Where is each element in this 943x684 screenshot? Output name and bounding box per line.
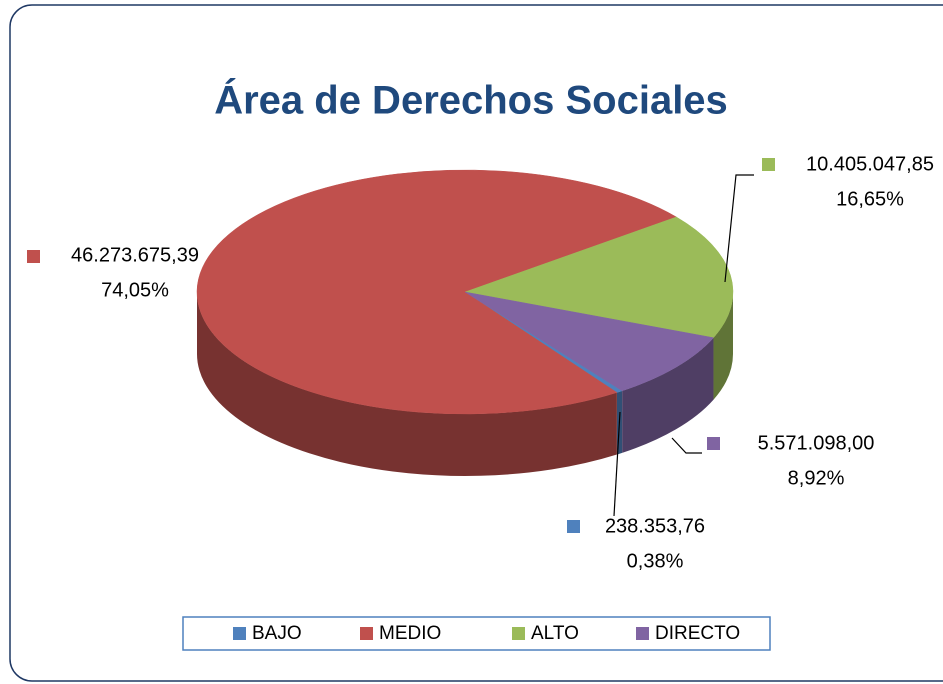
- chart-title: Área de Derechos Sociales: [214, 78, 728, 123]
- data-label: 5.571.098,00: [758, 432, 875, 454]
- data-label: 10.405.047,85: [806, 153, 934, 175]
- legend-box: [182, 616, 771, 651]
- data-label: 46.273.675,39: [71, 244, 199, 266]
- leader-line: [724, 174, 754, 283]
- pie-slice-side: [622, 337, 714, 453]
- data-label: 238.353,76: [605, 515, 705, 537]
- pie-slice-side: [713, 292, 733, 400]
- legend-swatch: [233, 627, 246, 640]
- pie-slice: [464, 216, 734, 338]
- data-label-percent: 0,38%: [627, 550, 684, 572]
- legend-swatch: [512, 627, 525, 640]
- data-label-percent: 16,65%: [836, 188, 904, 210]
- legend-label: MEDIO: [379, 623, 441, 644]
- label-swatch: [567, 520, 580, 533]
- data-label-percent: 8,92%: [788, 467, 845, 489]
- legend-label: DIRECTO: [655, 623, 740, 644]
- pie-slice: [464, 291, 714, 392]
- label-swatch: [762, 158, 775, 171]
- pie-slice: [196, 169, 677, 415]
- legend-label: ALTO: [531, 623, 579, 644]
- data-label-percent: 74,05%: [101, 279, 169, 301]
- label-swatch: [27, 250, 40, 263]
- pie-slice-side: [197, 292, 617, 476]
- label-swatch: [707, 437, 720, 450]
- legend-swatch: [636, 627, 649, 640]
- legend-swatch: [360, 627, 373, 640]
- leader-line: [671, 437, 702, 454]
- leader-line: [613, 411, 621, 517]
- legend-label: BAJO: [252, 623, 302, 644]
